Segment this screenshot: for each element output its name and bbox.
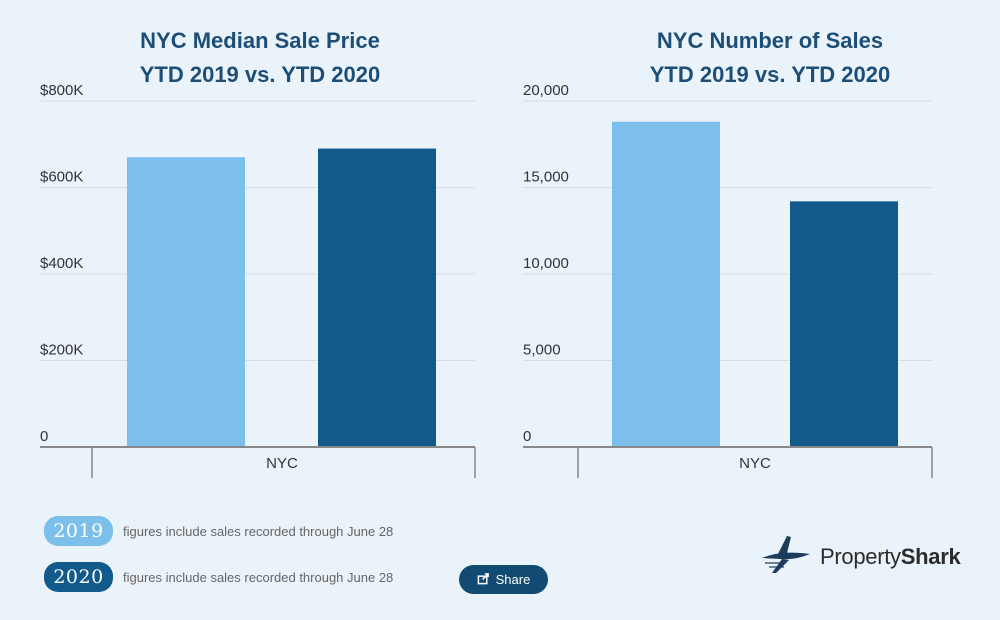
legend-note-2020: figures include sales recorded through J… <box>123 569 394 585</box>
chart-2-y-tick-label: 0 <box>523 428 531 445</box>
chart-2-y-tick-label: 20,000 <box>523 82 569 99</box>
share-button[interactable]: Share <box>459 565 548 594</box>
legend-note-2019: figures include sales recorded through J… <box>123 523 394 539</box>
chart-1-title-line-2: YTD 2019 vs. YTD 2020 <box>140 62 381 87</box>
chart-2-title-line-2: YTD 2019 vs. YTD 2020 <box>650 62 891 87</box>
chart-1-y-tick-label: $200K <box>40 342 83 359</box>
chart-1-y-tick-label: $600K <box>40 169 83 186</box>
chart-1-y-tick-label: $800K <box>40 82 83 99</box>
chart-1-y-tick-label: 0 <box>40 428 48 445</box>
chart-1-bar-2020 <box>318 148 436 447</box>
chart-2-title-line-1: NYC Number of Sales <box>657 28 883 53</box>
legend-year-2020: 2020 <box>44 562 113 592</box>
charts-area: NYC Median Sale Price YTD 2019 vs. YTD 20… <box>40 28 933 478</box>
share-icon <box>477 572 490 588</box>
chart-2-y-tick-label: 15,000 <box>523 169 569 186</box>
shark-logo-icon <box>760 533 812 580</box>
chart-1-y-tick-label: $400K <box>40 255 83 272</box>
chart-2-bar-2019 <box>612 121 720 447</box>
chart-2-y-tick-label: 5,000 <box>523 342 561 359</box>
chart-2-category-label: NYC <box>739 455 771 472</box>
logo-text: PropertyShark <box>820 543 961 570</box>
legend-item-2019: 2019 figures include sales recorded thro… <box>44 516 393 546</box>
legend-item-2020: 2020 figures include sales recorded thro… <box>44 562 393 592</box>
legend-year-2019: 2019 <box>44 516 113 546</box>
chart-1-title-line-1: NYC Median Sale Price <box>140 28 380 53</box>
logo-prefix: Property <box>820 543 901 569</box>
propertyshark-logo[interactable]: PropertyShark <box>760 533 961 580</box>
chart-2-bar-2020 <box>790 201 898 447</box>
logo-bold: Shark <box>900 543 961 569</box>
share-label: Share <box>495 572 531 587</box>
chart-1-category-label: NYC <box>266 455 298 472</box>
chart-1-bar-2019 <box>127 157 245 447</box>
chart-2-y-tick-label: 10,000 <box>523 255 569 272</box>
